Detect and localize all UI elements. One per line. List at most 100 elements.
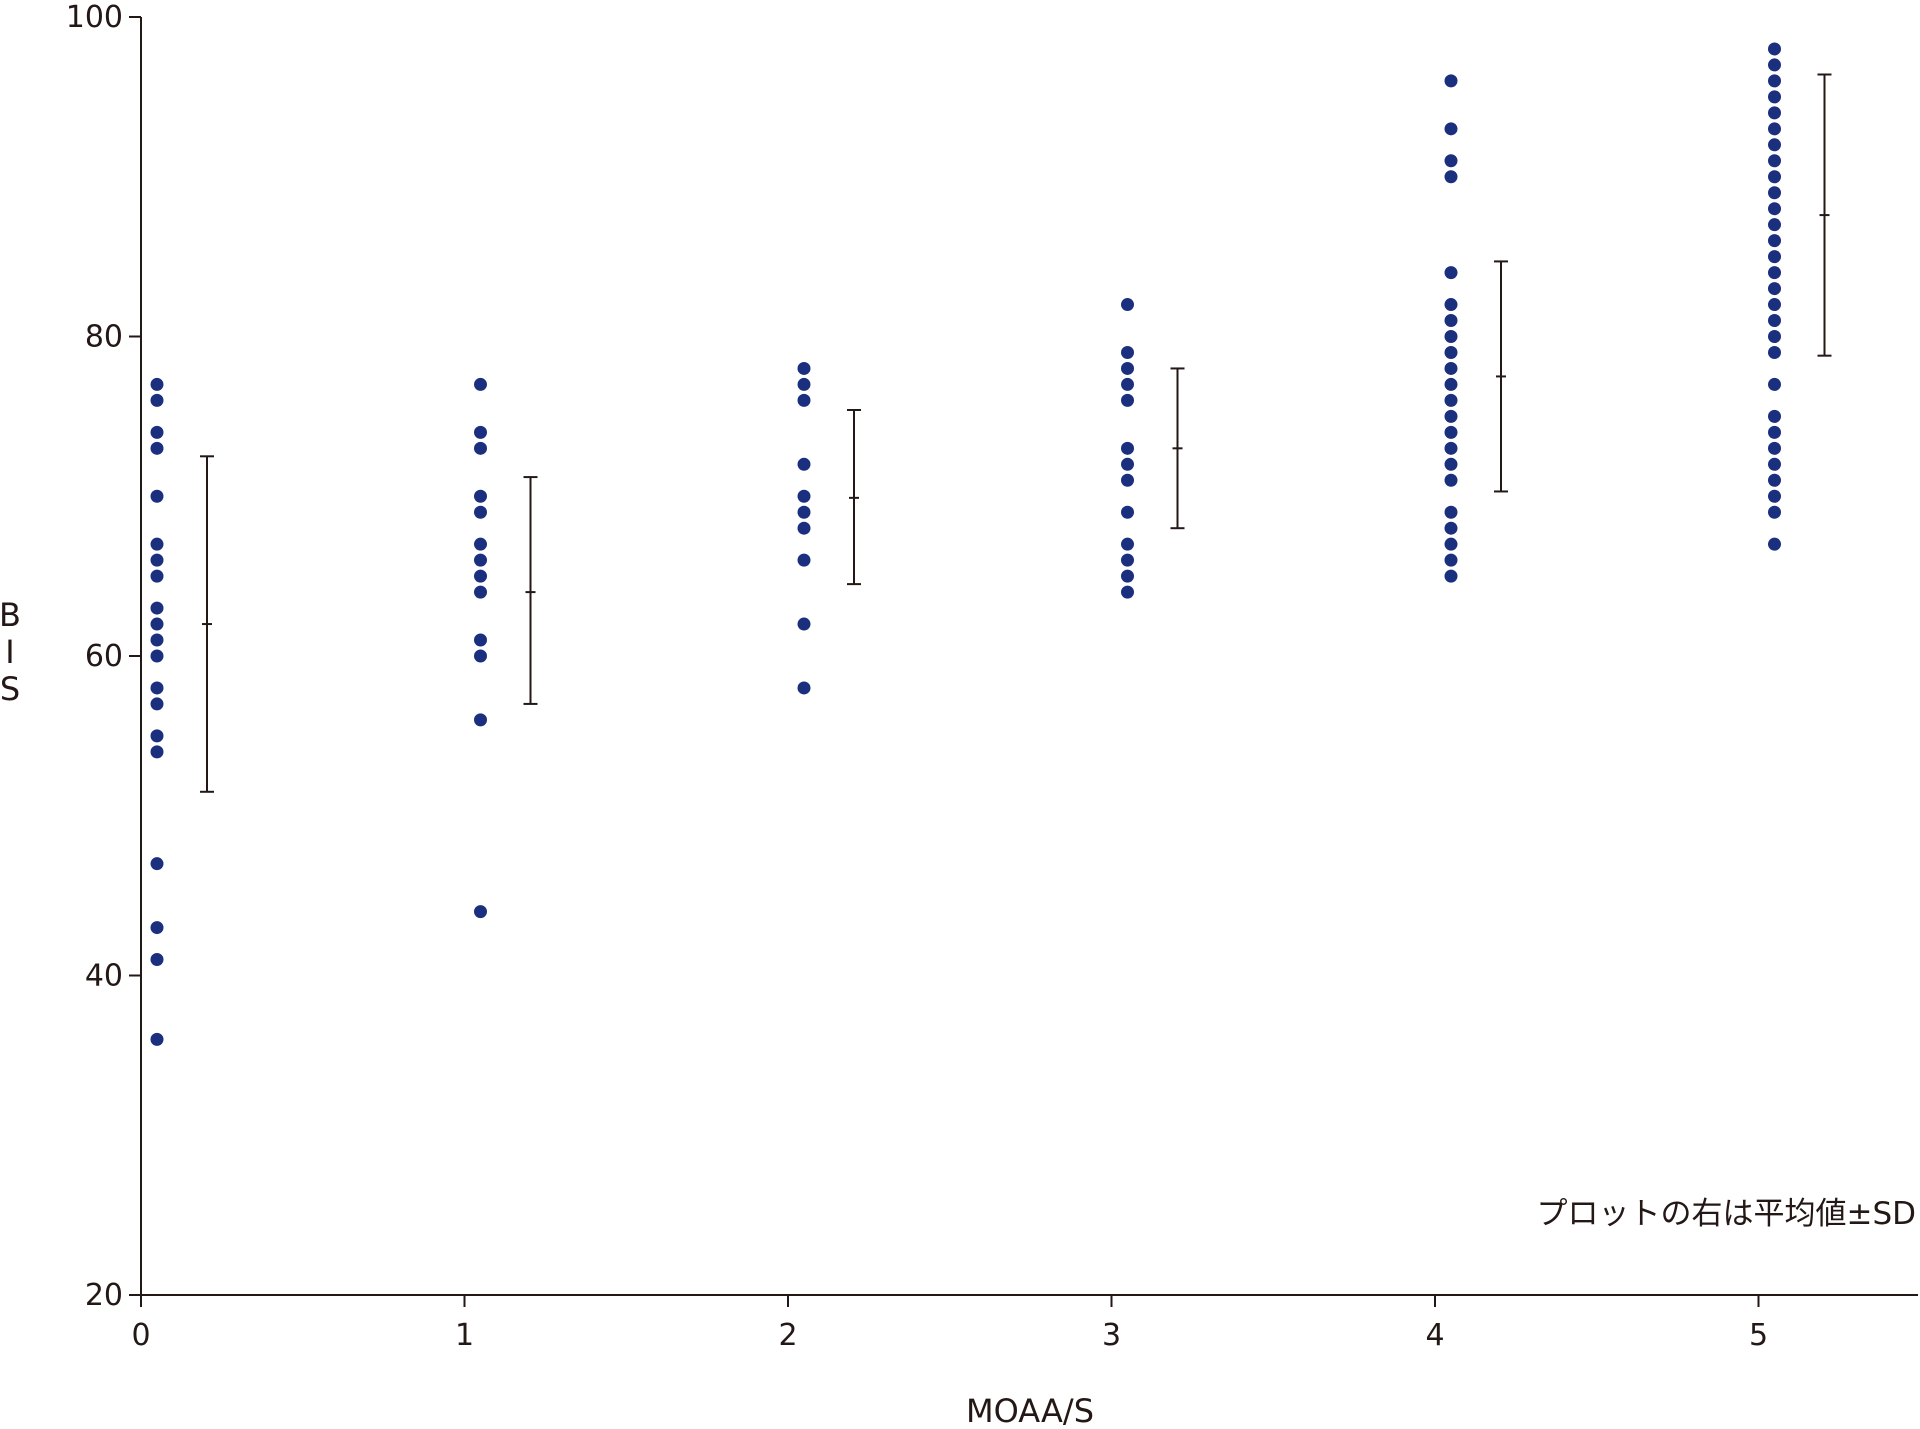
data-point — [150, 697, 164, 711]
data-point — [1121, 457, 1134, 471]
data-point — [1444, 553, 1458, 567]
axes — [140, 17, 1918, 1296]
data-point — [1444, 345, 1458, 359]
data-point — [1444, 361, 1458, 375]
data-point — [797, 521, 811, 535]
data-point — [1768, 537, 1781, 551]
data-point — [1121, 298, 1134, 312]
data-point — [1444, 393, 1458, 407]
data-point — [150, 441, 164, 455]
data-point — [1444, 314, 1458, 328]
data-point — [797, 553, 811, 567]
data-point — [1121, 585, 1134, 599]
y-tick-label: 80 — [85, 320, 123, 355]
data-point — [474, 713, 487, 727]
data-point — [1121, 441, 1134, 455]
data-point — [1444, 170, 1458, 184]
y-tick-label: 20 — [85, 1278, 123, 1313]
y-axis-title-letter: S — [0, 670, 20, 708]
data-point — [1121, 361, 1134, 375]
data-point — [150, 377, 164, 391]
data-point — [150, 393, 164, 407]
x-tick-label: 4 — [1425, 1318, 1444, 1353]
data-point — [1768, 282, 1781, 296]
data-point — [474, 585, 487, 599]
data-point — [150, 953, 164, 967]
mean-sd-bar — [200, 455, 214, 793]
data-point — [1768, 330, 1781, 343]
data-point — [1121, 393, 1134, 407]
data-point — [1768, 345, 1781, 359]
data-point — [797, 489, 811, 503]
data-point — [1444, 521, 1458, 535]
data-point — [1768, 234, 1781, 248]
data-point — [474, 537, 487, 551]
y-tick-label: 60 — [85, 639, 123, 674]
data-point — [150, 745, 164, 759]
data-point — [150, 553, 164, 567]
data-point — [1444, 441, 1458, 455]
data-point — [150, 569, 164, 583]
data-point — [1768, 186, 1781, 200]
x-tick-label: 1 — [455, 1318, 474, 1353]
data-point — [1768, 218, 1781, 232]
data-point — [150, 633, 164, 647]
data-point — [1768, 58, 1781, 72]
data-point — [1768, 298, 1781, 312]
data-point — [150, 617, 164, 631]
data-point — [1444, 298, 1458, 312]
data-point — [150, 1032, 164, 1046]
data-point — [150, 921, 164, 935]
data-point — [1768, 170, 1781, 184]
data-point — [797, 505, 811, 519]
data-point — [474, 905, 487, 919]
data-point — [1121, 345, 1134, 359]
data-point — [1768, 266, 1781, 280]
data-point — [1444, 266, 1458, 280]
data-point — [1768, 154, 1781, 168]
data-point — [150, 537, 164, 551]
data-point — [1768, 250, 1781, 264]
y-tick-label: 100 — [66, 0, 123, 35]
data-point — [1444, 122, 1458, 136]
data-point — [474, 569, 487, 583]
data-point — [150, 489, 164, 503]
data-point — [1444, 457, 1458, 471]
data-point — [1121, 553, 1134, 567]
mean-sd-bar — [523, 476, 538, 705]
data-point — [1768, 42, 1781, 56]
data-point — [1121, 505, 1134, 519]
y-axis-title-letter: I — [5, 633, 14, 671]
data-point — [474, 425, 487, 439]
data-point — [1768, 90, 1781, 104]
x-tick-label: 5 — [1749, 1318, 1768, 1353]
data-point — [797, 393, 811, 407]
data-point — [1768, 106, 1781, 120]
data-point — [150, 729, 164, 743]
data-point — [1768, 122, 1781, 136]
data-point — [797, 617, 811, 631]
data-point — [150, 681, 164, 695]
data-point — [1444, 537, 1458, 551]
data-point — [1768, 202, 1781, 216]
data-points — [150, 42, 1781, 1046]
data-point — [1444, 330, 1458, 343]
data-point — [1768, 314, 1781, 328]
data-point — [797, 361, 811, 375]
data-point — [797, 377, 811, 391]
data-point — [1768, 377, 1781, 391]
data-point — [1768, 441, 1781, 455]
x-tick-label: 2 — [778, 1318, 797, 1353]
data-point — [797, 681, 811, 695]
data-point — [1768, 138, 1781, 152]
data-point — [1444, 569, 1458, 583]
data-point — [1768, 473, 1781, 487]
x-axis-title: MOAA/S — [966, 1392, 1094, 1429]
data-point — [1121, 377, 1134, 391]
data-point — [1444, 74, 1458, 88]
data-point — [1444, 473, 1458, 487]
annotation-note: プロットの右は平均値±SD — [1536, 1196, 1916, 1232]
data-point — [150, 857, 164, 871]
data-point — [1768, 489, 1781, 503]
